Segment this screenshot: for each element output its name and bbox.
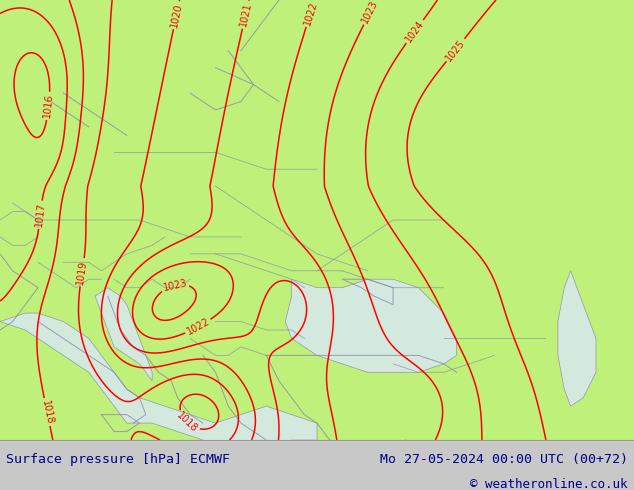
Text: 1016: 1016 [42, 93, 55, 119]
Text: 1020: 1020 [169, 2, 184, 28]
Text: 1018: 1018 [40, 399, 55, 425]
Text: 1022: 1022 [185, 317, 211, 337]
Text: 1021: 1021 [238, 1, 253, 28]
Text: 1024: 1024 [403, 19, 426, 45]
Text: Surface pressure [hPa] ECMWF: Surface pressure [hPa] ECMWF [6, 452, 230, 466]
Text: Mo 27-05-2024 00:00 UTC (00+72): Mo 27-05-2024 00:00 UTC (00+72) [380, 452, 628, 466]
Polygon shape [95, 288, 152, 381]
Text: 1022: 1022 [302, 0, 319, 26]
Text: 1018: 1018 [175, 410, 200, 435]
Text: 1019: 1019 [75, 259, 89, 285]
Text: 1023: 1023 [162, 278, 188, 293]
Polygon shape [285, 279, 456, 372]
Text: 1017: 1017 [34, 202, 47, 228]
Polygon shape [0, 313, 317, 457]
Text: 1023: 1023 [360, 0, 380, 25]
Polygon shape [558, 271, 596, 406]
Text: © weatheronline.co.uk: © weatheronline.co.uk [470, 477, 628, 490]
Text: 1025: 1025 [444, 37, 467, 63]
